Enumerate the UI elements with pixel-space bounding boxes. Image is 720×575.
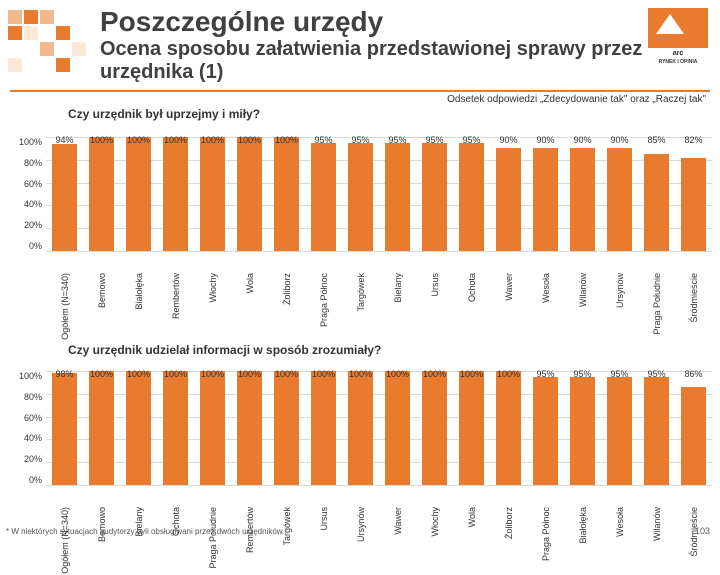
chart-1-bars: 94%100%100%100%100%100%100%95%95%95%95%9… [46,137,712,273]
bar: 90% [490,137,527,251]
chart-2-yaxis: 100%80%60%40%20%0% [8,357,46,507]
chart-2-bars: 98%100%100%100%100%100%100%100%100%100%1… [46,371,712,507]
bar: 95% [305,137,342,251]
bar: 95% [601,371,638,485]
chart-2-xlabels: Ogółem (N=340)BemowoBielanyOchotaPraga P… [46,507,712,575]
bar: 90% [527,137,564,251]
arc-logo: arc RYNEK I OPINIA [648,8,708,68]
bar: 100% [157,371,194,485]
bar: 95% [453,137,490,251]
chart-1-xlabels: Ogółem (N=340)BemowoBiałołękaRembertówWł… [46,273,712,341]
bar: 100% [379,371,416,485]
bar: 100% [268,137,305,251]
bar: 95% [638,371,675,485]
bar: 95% [564,371,601,485]
bar: 100% [194,371,231,485]
bar: 90% [601,137,638,251]
bar: 100% [231,137,268,251]
page-number: 103 [695,526,710,536]
legend-note: Odsetek odpowiedzi „Zdecydowanie tak" or… [0,92,720,105]
bar: 95% [379,137,416,251]
bar: 100% [120,371,157,485]
page-title: Poszczególne urzędy [100,6,710,38]
chart-2-title: Czy urzędnik udzielał informacji w sposó… [8,341,712,357]
bar: 85% [638,137,675,251]
bar: 100% [194,137,231,251]
bar: 100% [416,371,453,485]
bar: 100% [305,371,342,485]
bar: 95% [527,371,564,485]
bar: 86% [675,371,712,485]
bar: 100% [453,371,490,485]
bar: 95% [416,137,453,251]
bar: 100% [157,137,194,251]
footnote: * W niektórych sytuacjach audytorzy byli… [6,527,284,536]
chart-1: Czy urzędnik był uprzejmy i miły? 100%80… [0,105,720,341]
bar: 90% [564,137,601,251]
bar: 100% [231,371,268,485]
header: Poszczególne urzędy Ocena sposobu załatw… [0,0,720,88]
bar: 98% [46,371,83,485]
bar: 100% [83,371,120,485]
bar: 100% [120,137,157,251]
bar: 100% [490,371,527,485]
chart-1-title: Czy urzędnik był uprzejmy i miły? [8,105,712,123]
bar: 100% [342,371,379,485]
bar: 100% [83,137,120,251]
bar: 94% [46,137,83,251]
bar: 95% [342,137,379,251]
bar: 82% [675,137,712,251]
chart-1-yaxis: 100%80%60%40%20%0% [8,123,46,273]
page-subtitle: Ocena sposobu załatwienia przedstawionej… [100,38,710,84]
bar: 100% [268,371,305,485]
